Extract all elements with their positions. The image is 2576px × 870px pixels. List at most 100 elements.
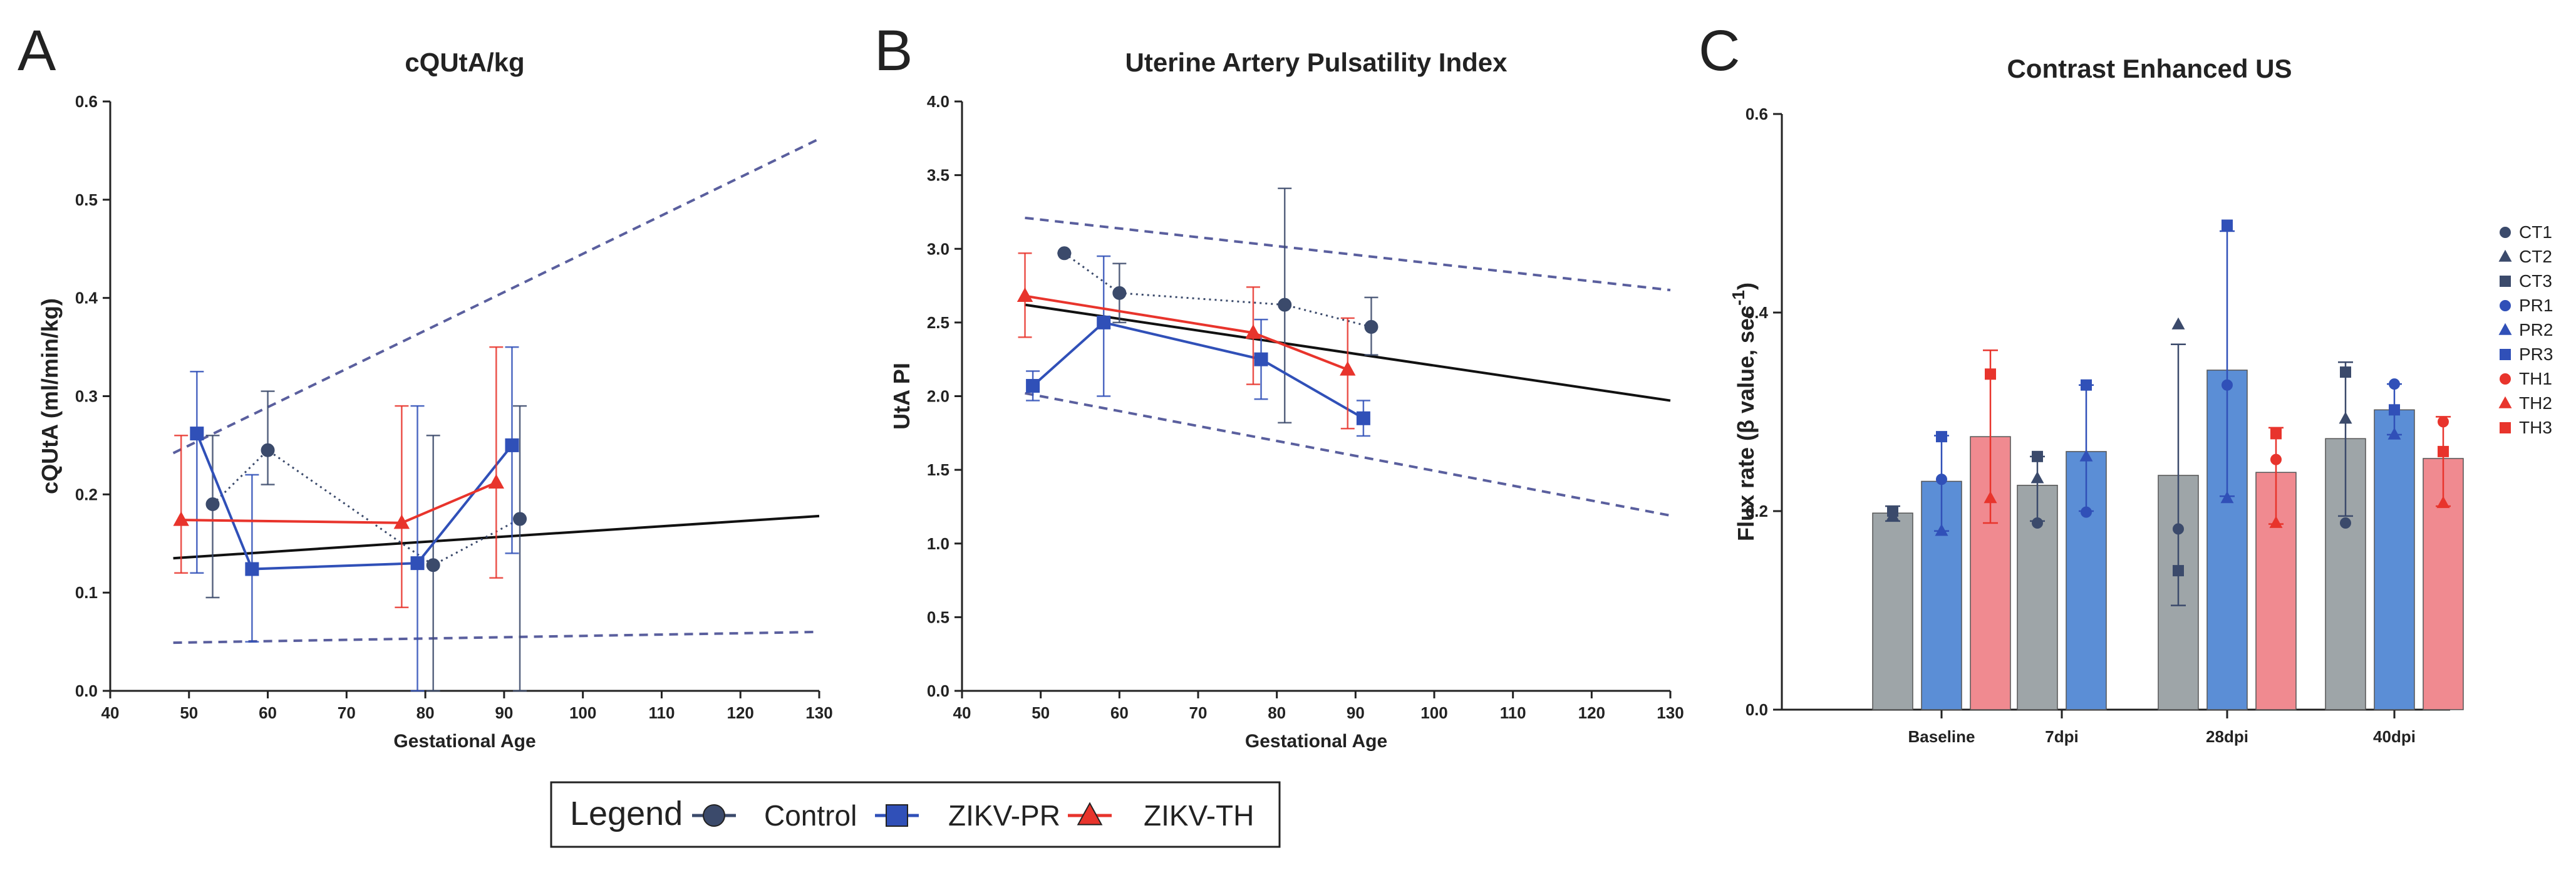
series-control <box>1057 187 1379 424</box>
data-point <box>1985 368 1996 380</box>
main-legend: Legend Control ZIKV-PR ZIKV-TH <box>550 781 1281 848</box>
series-zikv-th <box>173 346 505 608</box>
panel-b: B Uterine Artery Pulsatility Index 40 50 60 7… <box>874 19 1684 752</box>
data-point <box>1364 319 1379 334</box>
series-zikv-pr <box>190 346 519 692</box>
data-point <box>1936 474 1947 485</box>
x-tick-label: 60 <box>1110 703 1129 722</box>
series-line <box>212 448 520 567</box>
data-point <box>2389 378 2400 390</box>
data-point <box>2081 506 2092 518</box>
data-point <box>488 474 505 489</box>
legend-marker <box>2500 300 2511 311</box>
data-point <box>1887 505 1898 517</box>
legend-title: Legend <box>570 795 683 832</box>
legend-label: PR1 <box>2519 296 2553 315</box>
panel-c: C Contrast Enhanced US 0.0 0.2 0.4 0.6 Flux ra… <box>1699 19 2553 746</box>
data-point <box>2173 523 2184 535</box>
data-point <box>2340 517 2351 529</box>
data-point <box>2032 517 2043 529</box>
prediction-bound-line <box>1025 391 1671 517</box>
data-point <box>2032 450 2043 462</box>
y-tick-label: 2.0 <box>927 387 949 406</box>
legend-marker <box>886 804 908 827</box>
data-point <box>1097 315 1111 329</box>
y-tick-label: 0.4 <box>1746 303 1769 322</box>
data-point <box>2436 496 2450 509</box>
x-tick-label: 40dpi <box>2373 727 2416 746</box>
data-point <box>2222 379 2233 391</box>
y-tick-label: 1.0 <box>927 534 949 553</box>
x-tick-label: 80 <box>416 703 435 722</box>
data-point <box>505 438 519 452</box>
y-tick-label: 0.1 <box>75 583 98 602</box>
data-point <box>1254 352 1268 366</box>
x-tick-label: 70 <box>338 703 356 722</box>
x-tick-label: 80 <box>1268 703 1286 722</box>
legend-item-label: ZIKV-PR <box>948 799 1060 832</box>
data-point <box>2270 428 2282 440</box>
y-tick-label: 0.0 <box>927 681 949 700</box>
prediction-bound-line <box>1025 216 1671 292</box>
x-tick-label: 110 <box>648 703 675 722</box>
series-line <box>1032 321 1364 420</box>
data-point <box>1340 361 1356 376</box>
x-tick-label: 90 <box>1347 703 1365 722</box>
chart-title: Uterine Artery Pulsatility Index <box>1125 48 1508 77</box>
data-point <box>2438 445 2449 457</box>
data-point <box>1016 287 1033 303</box>
data-point <box>2438 416 2449 428</box>
data-point <box>1278 298 1292 312</box>
data-point <box>2389 404 2400 416</box>
y-tick-label: 1.5 <box>927 460 949 479</box>
y-tick-label: 0.5 <box>75 190 98 209</box>
x-tick-label: 40 <box>953 703 971 722</box>
y-tick-label: 0.2 <box>1746 502 1768 520</box>
y-tick-label: 0.0 <box>75 681 98 700</box>
data-point <box>190 427 204 441</box>
legend-label: CT3 <box>2519 271 2552 291</box>
x-tick-label: Baseline <box>1908 727 1975 746</box>
legend-label: PR3 <box>2519 344 2553 364</box>
data-point <box>1057 246 1072 261</box>
data-point <box>1935 524 1948 536</box>
legend-marker <box>2500 373 2511 385</box>
chart-title: cQUtA/kg <box>405 48 524 77</box>
legend-marker <box>1077 802 1103 826</box>
data-point <box>205 497 220 512</box>
x-tick-label: 50 <box>180 703 198 722</box>
legend-marker <box>703 804 725 827</box>
data-point <box>2081 379 2092 391</box>
data-point <box>1356 411 1370 425</box>
legend-marker <box>2498 396 2512 408</box>
x-tick-label: 50 <box>1032 703 1050 722</box>
x-tick-label: 100 <box>1420 703 1447 722</box>
chart-title: Contrast Enhanced US <box>2007 54 2292 83</box>
x-tick-label: 120 <box>727 703 754 722</box>
data-point <box>173 511 189 526</box>
panel-letter: B <box>874 19 913 83</box>
data-point <box>2220 491 2234 504</box>
x-tick-label: 60 <box>259 703 277 722</box>
y-tick-label: 0.5 <box>927 608 949 626</box>
x-axis-label: Gestational Age <box>1245 731 1387 752</box>
legend-label: PR2 <box>2519 320 2553 339</box>
x-tick-label: 130 <box>1657 703 1684 722</box>
data-point <box>2173 565 2184 577</box>
y-tick-label: 0.6 <box>1746 105 1768 123</box>
data-point <box>2387 427 2401 440</box>
data-point <box>2222 219 2233 231</box>
legend-item-label: ZIKV-TH <box>1144 799 1254 832</box>
y-tick-label: 2.5 <box>927 313 949 332</box>
x-tick-label: 110 <box>1500 703 1526 722</box>
legend-label: TH1 <box>2519 369 2552 388</box>
data-point <box>1112 286 1127 300</box>
x-tick-label: 120 <box>1578 703 1605 722</box>
data-point <box>261 443 275 457</box>
series-line <box>1063 252 1372 328</box>
data-point <box>1245 324 1261 339</box>
y-axis-label: cQUtA (ml/min/kg) <box>37 298 63 494</box>
x-axis-label: Gestational Age <box>393 731 535 752</box>
data-point <box>245 562 259 576</box>
